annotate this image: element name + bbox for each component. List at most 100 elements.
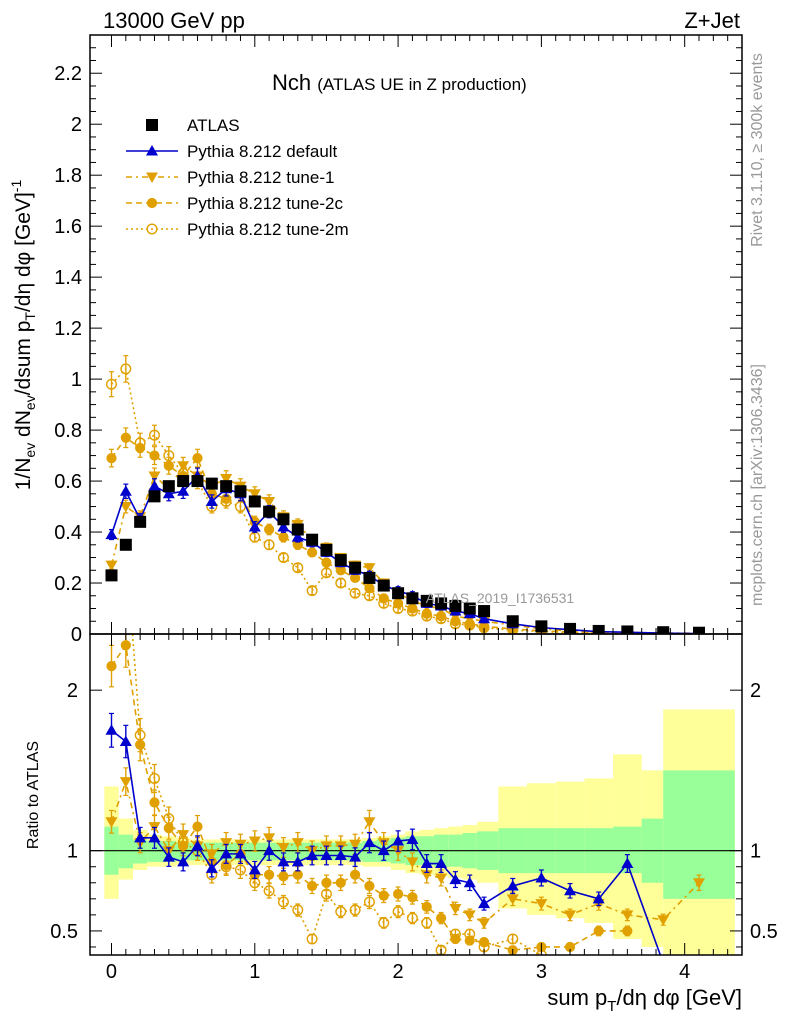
ratio-point-pythia-8-212-default [349,851,362,862]
main-point-pythia-8-212-tune-2c [221,493,232,505]
main-point-pythia-8-212-default [277,520,290,532]
main-point-pythia-8-212-tune-2c [292,539,303,550]
ratio-point-pythia-8-212-default [105,724,118,735]
main-point-atlas [148,490,161,503]
main-point-atlas [363,571,376,584]
main-point-pythia-8-212-tune-2c [364,583,375,594]
main-point-pythia-8-212-tune-2m [120,363,132,375]
main-point-atlas [263,505,276,518]
legend-marker [146,145,158,156]
main-point-pythia-8-212-tune-2c [120,432,131,443]
ratio-point-pythia-8-212-tune-1 [506,894,519,905]
ratio-point-pythia-8-212-tune-1 [657,915,670,926]
plot-title: Nch (ATLAS UE in Z production) [272,70,527,95]
ratio-point-pythia-8-212-tune-2m [263,885,275,897]
ratio-point-pythia-8-212-default [592,892,605,904]
main-point-atlas [191,475,204,488]
ratio-point-pythia-8-212-default [191,839,204,851]
ratio-point-pythia-8-212-tune-2c [378,890,389,901]
legend-label: Pythia 8.212 tune-2m [187,220,349,239]
ratio-point-pythia-8-212-tune-1 [463,910,476,921]
ratio-point-pythia-8-212-tune-2c [564,941,576,953]
main-point-pythia-8-212-tune-2c [135,442,146,454]
y-tick-label-main: 1.8 [54,165,82,187]
ratio-point-pythia-8-212-default [263,844,276,856]
main-point-pythia-8-212-tune-2m [263,539,275,551]
main-point-atlas [291,523,304,536]
ratio-point-pythia-8-212-tune-1 [478,918,491,929]
legend-marker [146,172,158,183]
main-point-pythia-8-212-tune-2c [149,450,160,461]
main-point-atlas [392,587,405,600]
ratio-point-pythia-8-212-tune-1 [435,873,448,884]
main-point-pythia-8-212-tune-2c [335,565,346,576]
ratio-line-pythia-8-212-tune-1 [110,778,700,924]
main-point-atlas [162,480,175,493]
ratio-point-pythia-8-212-default [220,847,233,859]
y-tick-label-main: 2 [71,114,82,136]
main-point-atlas [119,538,132,551]
main-point-atlas [506,615,519,628]
mcplots-label: mcplots.cern.ch [arXiv:1306.3436] [749,364,766,606]
main-point-atlas [234,485,247,498]
ratio-point-pythia-8-212-tune-2m [148,772,160,784]
ratio-point-pythia-8-212-tune-2m [392,906,404,918]
ratio-point-pythia-8-212-default [535,871,548,883]
main-point-atlas [105,569,118,582]
main-point-pythia-8-212-default [105,528,118,540]
ratio-point-pythia-8-212-tune-2c [435,912,447,924]
ratio-point-pythia-8-212-tune-1 [119,777,132,788]
ratio-point-pythia-8-212-tune-2c [135,739,146,750]
main-point-pythia-8-212-tune-2m [335,577,347,589]
main-point-atlas [306,533,319,546]
main-point-pythia-8-212-tune-2c [435,611,447,622]
main-point-pythia-8-212-default [205,495,218,506]
x-tick-label: 4 [679,961,690,983]
ratio-point-pythia-8-212-tune-1 [693,878,706,889]
ratio-point-pythia-8-212-default [148,831,161,843]
y-tick-label-ratio-right: 1 [750,841,761,863]
main-point-pythia-8-212-tune-2m [105,378,117,390]
ratio-point-pythia-8-212-tune-1 [177,830,190,841]
main-line-pythia-8-212-tune-1 [110,464,700,634]
ratio-point-pythia-8-212-default [377,844,390,856]
main-line-pythia-8-212-default [110,474,700,634]
main-point-pythia-8-212-tune-2c [264,524,275,535]
main-point-atlas [449,599,462,612]
ratio-point-pythia-8-212-default [392,835,405,846]
y-tick-label-main: 1.6 [54,216,82,238]
main-point-pythia-8-212-tune-1 [177,461,190,472]
ratio-point-pythia-8-212-default [277,855,290,867]
main-point-pythia-8-212-tune-2c [278,532,289,543]
ratio-point-pythia-8-212-default [291,855,304,867]
main-point-pythia-8-212-tune-2c [307,547,318,558]
ratio-point-pythia-8-212-default [205,862,218,873]
y-tick-label-ratio-right: 2 [750,680,761,702]
main-point-pythia-8-212-tune-2c [163,460,174,471]
y-tick-label-ratio-left: 1 [67,841,78,863]
y-tick-label-main: 0 [71,624,82,646]
ratio-point-pythia-8-212-tune-2c [221,860,232,871]
y-axis-label-ratio: Ratio to ATLAS [25,741,42,849]
y-tick-label-ratio-right: 0.5 [750,921,778,943]
main-point-pythia-8-212-tune-2c [407,603,418,614]
y-tick-label-main: 1.4 [54,267,82,289]
main-point-pythia-8-212-default [119,485,132,496]
ratio-point-pythia-8-212-default [248,863,261,875]
ratio-point-pythia-8-212-tune-2c [622,925,633,937]
y-tick-label-main: 0.2 [54,573,82,595]
ratio-point-pythia-8-212-default [177,855,190,867]
main-point-atlas [377,579,390,592]
ratio-point-pythia-8-212-default [162,851,175,862]
main-point-atlas [277,513,290,526]
ratio-point-pythia-8-212-default [420,857,433,869]
y-tick-label-ratio-left: 0.5 [50,921,78,943]
ratio-point-pythia-8-212-default [320,849,333,860]
main-point-pythia-8-212-tune-2c [392,598,404,609]
y-tick-label-main: 2.2 [54,63,82,85]
ratio-point-pythia-8-212-default [463,876,476,888]
ratio-point-pythia-8-212-tune-2c [464,935,475,946]
ratio-point-pythia-8-212-tune-2m [335,906,347,918]
ratio-point-pythia-8-212-default [119,735,132,747]
ratio-point-pythia-8-212-default [363,836,376,848]
